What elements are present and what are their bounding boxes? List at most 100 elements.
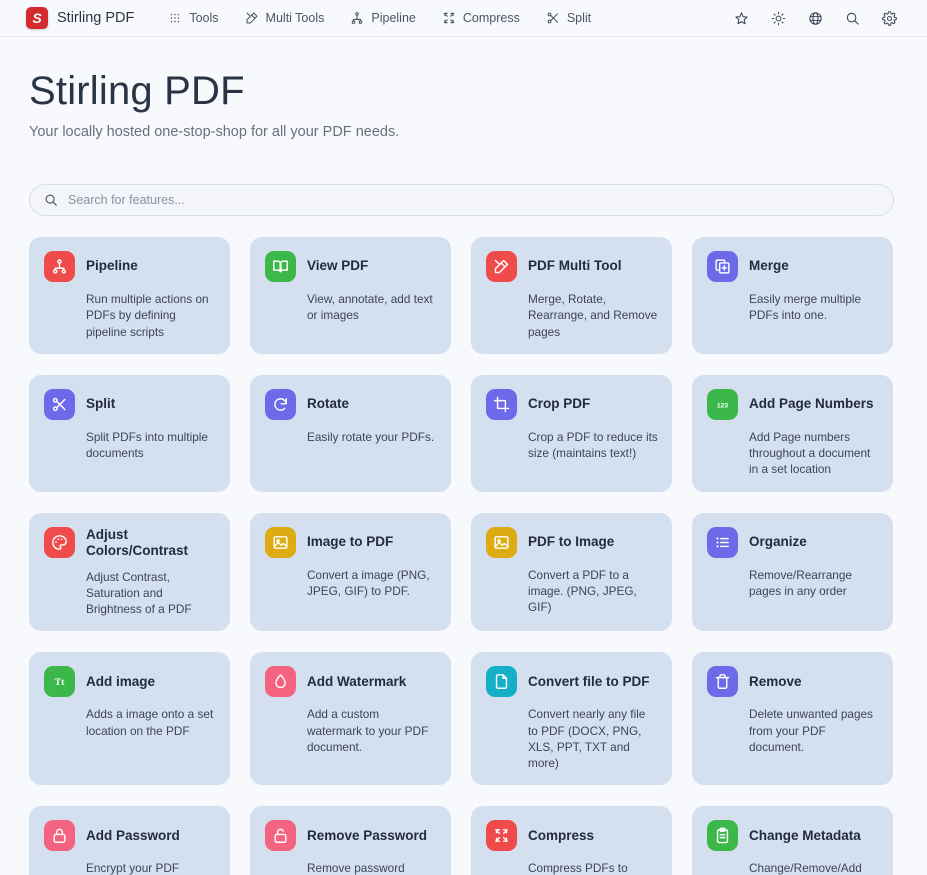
card-title: Crop PDF (528, 396, 591, 412)
card-head: PDF to Image (486, 526, 658, 558)
card-head: Merge (707, 251, 879, 282)
compress-icon (442, 11, 456, 25)
card-title: Add Page Numbers (749, 396, 874, 412)
feature-card-compress[interactable]: Compress Compress PDFs to reduce their fi… (471, 806, 672, 875)
card-title: PDF Multi Tool (528, 258, 622, 274)
card-head: Organize (707, 526, 879, 558)
globe-icon[interactable] (808, 11, 823, 26)
card-title: Add Password (86, 827, 180, 843)
card-title: Add image (86, 673, 156, 689)
palette-icon (44, 526, 75, 558)
card-title: Change Metadata (749, 827, 861, 843)
nav-item-tools[interactable]: Tools (168, 11, 219, 25)
card-head: Rotate (265, 388, 437, 420)
feature-card-add-page-numbers[interactable]: 123 Add Page Numbers Add Page numbers thro… (692, 374, 893, 492)
feature-card-image-to-pdf[interactable]: Image to PDF Convert a image (PNG, JPEG, … (250, 512, 451, 632)
tools-icon (486, 251, 517, 282)
nav-items: Tools Multi Tools Pipeline Compress Split (168, 11, 617, 25)
card-title: Remove Password (307, 827, 428, 843)
feature-card-view-pdf[interactable]: View PDF View, annotate, add text or imag… (250, 237, 451, 354)
file-icon (486, 666, 517, 698)
nav-item-label: Tools (189, 11, 219, 25)
card-description: Convert a PDF to a image. (PNG, JPEG, GI… (528, 567, 637, 615)
feature-card-merge[interactable]: Merge Easily merge multiple PDFs into one… (692, 237, 893, 354)
card-title: Add Watermark (307, 673, 407, 689)
brand[interactable]: S Stirling PDF (26, 7, 134, 29)
feature-card-change-metadata[interactable]: Change Metadata Change/Remove/Add metadat… (692, 806, 893, 875)
list-icon (707, 526, 738, 558)
search-icon[interactable] (845, 11, 860, 26)
page-subtitle: Your locally hosted one-stop-shop for al… (29, 124, 400, 140)
nav-item-pipeline[interactable]: Pipeline (350, 11, 416, 25)
search-input[interactable] (68, 193, 879, 207)
card-description: Adjust Contrast, Saturation and Brightne… (86, 569, 192, 617)
crop-icon (486, 388, 517, 420)
feature-card-pdf-multi-tool[interactable]: PDF Multi Tool Merge, Rotate, Rearrange, … (471, 237, 672, 354)
image-icon (486, 526, 517, 558)
card-description: Convert nearly any file to PDF (DOCX, PN… (528, 707, 646, 771)
star-icon[interactable] (734, 11, 749, 26)
pipeline-icon (350, 11, 364, 25)
card-title: Organize (749, 533, 807, 549)
book-open-icon (265, 251, 296, 282)
sun-icon[interactable] (771, 11, 786, 26)
feature-card-convert-file-to-pdf[interactable]: Convert file to PDF Convert nearly any fi… (471, 652, 672, 786)
nav-item-label: Split (566, 11, 592, 25)
card-head: Add Watermark (265, 666, 437, 698)
card-description: Add a custom watermark to your PDF docum… (307, 707, 429, 754)
card-head: Crop PDF (486, 388, 658, 420)
card-description: Change/Remove/Add metadata from a PDF do… (749, 861, 862, 875)
merge-icon (707, 251, 738, 282)
feature-card-rotate[interactable]: Rotate Easily rotate your PDFs. (250, 374, 451, 492)
feature-card-add-image[interactable]: Tt Add image Adds a image onto a set locat… (29, 652, 230, 786)
card-head: Adjust Colors/Contrast (44, 526, 216, 560)
feature-card-add-password[interactable]: Add Password Encrypt your PDF document wi… (29, 806, 230, 875)
card-title: Adjust Colors/Contrast (86, 526, 189, 559)
feature-card-remove[interactable]: Remove Delete unwanted pages from your PD… (692, 652, 893, 786)
stirling-logo-icon: S (26, 7, 48, 29)
feature-card-pdf-to-image[interactable]: PDF to Image Convert a PDF to a image. (P… (471, 512, 672, 632)
feature-card-crop-pdf[interactable]: Crop PDF Crop a PDF to reduce its size (m… (471, 374, 672, 492)
nav-item-label: Multi Tools (265, 11, 325, 25)
svg-text:123: 123 (717, 402, 728, 409)
grid-dots-icon (168, 11, 182, 25)
card-description: View, annotate, add text or images (307, 292, 433, 323)
card-head: Add Password (44, 820, 216, 852)
card-description: Easily merge multiple PDFs into one. (749, 292, 862, 323)
nav-right-icons (734, 10, 911, 26)
card-title: Split (86, 396, 116, 412)
card-head: Tt Add image (44, 666, 216, 698)
page-title: Stirling PDF (29, 69, 245, 113)
feature-card-pipeline[interactable]: Pipeline Run multiple actions on PDFs by … (29, 237, 230, 354)
feature-card-grid: Pipeline Run multiple actions on PDFs by … (0, 216, 927, 875)
numbers-123-icon: 123 (707, 388, 738, 420)
gear-icon[interactable] (882, 10, 897, 26)
card-head: PDF Multi Tool (486, 251, 658, 282)
scissors-icon (44, 388, 75, 420)
card-head: Convert file to PDF (486, 666, 658, 698)
search-box[interactable] (29, 184, 894, 216)
card-description: Compress PDFs to reduce their file size. (528, 861, 628, 875)
nav-item-compress[interactable]: Compress (442, 11, 520, 25)
clipboard-icon (707, 820, 738, 852)
rotate-icon (265, 388, 296, 420)
feature-card-remove-password[interactable]: Remove Password Remove password protectio… (250, 806, 451, 875)
compress-icon (486, 820, 517, 852)
feature-card-add-watermark[interactable]: Add Watermark Add a custom watermark to y… (250, 652, 451, 786)
nav-item-label: Compress (462, 11, 520, 25)
water-drop-icon (265, 666, 296, 698)
feature-card-split[interactable]: Split Split PDFs into multiple documents (29, 374, 230, 492)
nav-item-multi-tools[interactable]: Multi Tools (245, 11, 325, 25)
card-title: Image to PDF (307, 533, 394, 549)
feature-card-adjust-colors-contrast[interactable]: Adjust Colors/Contrast Adjust Contrast, S… (29, 512, 230, 632)
trash-icon (707, 666, 738, 698)
card-title: Merge (749, 258, 789, 274)
tools-icon (245, 11, 259, 25)
feature-card-organize[interactable]: Organize Remove/Rearrange pages in any or… (692, 512, 893, 632)
pipeline-icon (44, 251, 75, 282)
card-head: 123 Add Page Numbers (707, 388, 879, 420)
card-description: Split PDFs into multiple documents (86, 429, 208, 461)
card-description: Run multiple actions on PDFs by defining… (86, 292, 209, 339)
nav-item-split[interactable]: Split (546, 11, 591, 25)
hero: Stirling PDF Your locally hosted one-sto… (0, 37, 927, 140)
